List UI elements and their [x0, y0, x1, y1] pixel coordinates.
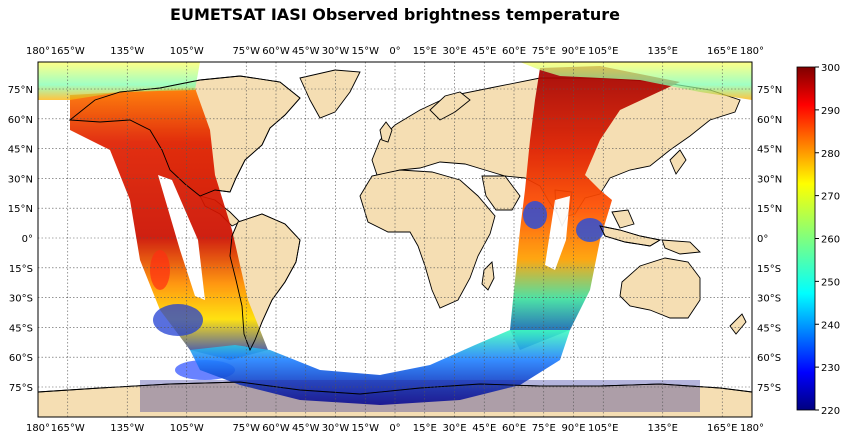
- longitude-labels-bottom: 180° 165°W 135°W 105°W 75°W 60°W 45°W 30°W 15°W 0…: [26, 423, 764, 434]
- island-borneo: [611, 209, 635, 229]
- longitude-label: 15°E: [413, 46, 437, 57]
- latitude-labels-right: 75°N 60°N 45°N 30°N 15°N 0° 15°S 30°S 45°S 60°S 75…: [757, 85, 782, 394]
- region-arabia: [481, 175, 521, 211]
- longitude-label: 180°: [26, 423, 50, 434]
- colorbar-tick-label: 260: [821, 235, 840, 246]
- island-new-guinea: [661, 239, 701, 255]
- colorbar-tick-label: 240: [821, 320, 840, 331]
- longitude-label: 90°E: [561, 46, 585, 57]
- gridlines: [38, 62, 752, 417]
- colorbar-tick-label: 220: [821, 406, 840, 417]
- longitude-label: 45°W: [292, 423, 320, 434]
- latitude-label: 45°N: [8, 145, 33, 156]
- longitude-label: 45°E: [472, 46, 496, 57]
- colorbar: [796, 66, 816, 411]
- longitude-label: 45°E: [472, 423, 496, 434]
- latitude-label: 75°S: [757, 383, 781, 394]
- longitude-label: 60°E: [502, 423, 526, 434]
- longitude-label: 30°E: [442, 423, 466, 434]
- longitude-label: 30°W: [322, 423, 350, 434]
- longitude-label: 15°W: [351, 423, 379, 434]
- colorbar-tick-label: 280: [821, 149, 840, 160]
- latitude-label: 60°N: [8, 115, 33, 126]
- longitude-label: 165°W: [51, 423, 85, 434]
- longitude-label: 75°W: [232, 46, 260, 57]
- longitude-label: 30°E: [442, 46, 466, 57]
- island-new-zealand: [729, 313, 747, 335]
- longitude-label: 15°E: [413, 423, 437, 434]
- longitude-label: 165°W: [51, 46, 85, 57]
- swath-north: [38, 62, 752, 100]
- longitude-label: 75°E: [532, 423, 556, 434]
- map-frame: [37, 61, 753, 418]
- latitude-label: 30°N: [757, 174, 782, 185]
- latitude-label: 45°N: [757, 145, 782, 156]
- longitude-label: 135°E: [648, 46, 678, 57]
- latitude-label: 15°S: [9, 264, 33, 275]
- latitude-label: 0°: [22, 234, 33, 245]
- colorbar-ticks: 300 290 280 270 260 250 240 230 220: [815, 63, 840, 417]
- longitude-label: 60°E: [502, 46, 526, 57]
- latitude-label: 75°N: [757, 85, 782, 96]
- latitude-label: 15°N: [8, 204, 33, 215]
- longitude-label: 135°W: [110, 46, 144, 57]
- longitude-label: 45°W: [292, 46, 320, 57]
- latitude-label: 75°S: [9, 383, 33, 394]
- colorbar-tick-label: 230: [821, 363, 840, 374]
- longitude-label: 75°E: [532, 46, 556, 57]
- longitude-label: 105°E: [588, 423, 618, 434]
- longitude-label: 180°: [740, 46, 764, 57]
- coastlines: [38, 75, 752, 395]
- latitude-label: 30°S: [757, 294, 781, 305]
- colorbar-tick-label: 250: [821, 277, 840, 288]
- longitude-label: 105°E: [588, 46, 618, 57]
- longitude-label: 165°E: [707, 423, 737, 434]
- longitude-label: 180°: [740, 423, 764, 434]
- longitude-label: 30°W: [322, 46, 350, 57]
- region-scandinavia: [429, 91, 471, 121]
- island-britain: [379, 121, 393, 143]
- latitude-label: 75°N: [8, 85, 33, 96]
- latitude-label: 60°N: [757, 115, 782, 126]
- latitude-label: 0°: [757, 234, 768, 245]
- longitude-label: 0°: [389, 423, 400, 434]
- longitude-label: 60°W: [262, 423, 290, 434]
- colorbar-tick-label: 290: [821, 106, 840, 117]
- latitude-label: 60°S: [757, 353, 781, 364]
- map-title: EUMETSAT IASI Observed brightness temper…: [170, 5, 620, 24]
- longitude-label: 105°W: [170, 46, 204, 57]
- colorbar-tick-label: 300: [821, 63, 840, 74]
- latitude-label: 45°S: [9, 323, 33, 334]
- swath-west: [70, 88, 268, 380]
- latitude-label: 15°N: [757, 204, 782, 215]
- longitude-label: 90°E: [561, 423, 585, 434]
- latitude-label: 15°S: [757, 264, 781, 275]
- longitude-label: 105°W: [170, 423, 204, 434]
- longitude-label: 75°W: [232, 423, 260, 434]
- longitude-labels-top: 180° 165°W 135°W 105°W 75°W 60°W 45°W 30°W 15°W 0…: [26, 46, 764, 57]
- latitude-label: 45°S: [757, 323, 781, 334]
- longitude-label: 165°E: [707, 46, 737, 57]
- longitude-label: 15°W: [351, 46, 379, 57]
- swath-south: [140, 330, 700, 412]
- map-layers: [38, 62, 752, 417]
- latitude-label: 60°S: [9, 353, 33, 364]
- longitude-label: 135°W: [110, 423, 144, 434]
- continent-africa: [359, 169, 496, 309]
- longitude-label: 135°E: [648, 423, 678, 434]
- island-greenland: [299, 69, 361, 119]
- continent-australia: [619, 257, 701, 319]
- longitude-label: 180°: [26, 46, 50, 57]
- longitude-label: 0°: [389, 46, 400, 57]
- latitude-label: 30°N: [8, 174, 33, 185]
- longitude-label: 60°W: [262, 46, 290, 57]
- latitude-label: 30°S: [9, 294, 33, 305]
- island-japan: [669, 149, 687, 175]
- colorbar-tick-label: 270: [821, 192, 840, 203]
- island-madagascar: [481, 261, 495, 291]
- latitude-labels-left: 75°N 60°N 45°N 30°N 15°N 0° 15°S 30°S 45°S 60°S 75…: [8, 85, 33, 394]
